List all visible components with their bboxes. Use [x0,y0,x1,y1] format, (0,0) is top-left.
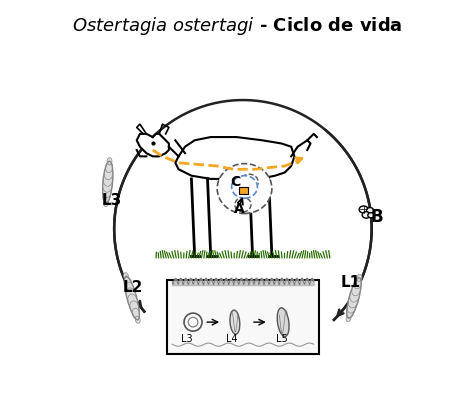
Text: L5: L5 [276,334,287,344]
Ellipse shape [346,315,351,322]
Ellipse shape [354,278,362,289]
Ellipse shape [125,282,134,295]
Polygon shape [137,134,169,156]
Ellipse shape [232,176,257,198]
Ellipse shape [107,158,112,165]
Text: L4: L4 [226,334,237,344]
Ellipse shape [235,197,251,212]
Ellipse shape [128,294,137,308]
Ellipse shape [346,307,354,318]
Ellipse shape [350,288,360,302]
Ellipse shape [368,213,374,218]
Ellipse shape [240,174,258,190]
Ellipse shape [124,273,128,280]
Ellipse shape [103,191,110,202]
Ellipse shape [217,163,272,214]
Ellipse shape [105,162,113,173]
Text: C: C [230,175,240,189]
Ellipse shape [46,177,66,194]
Ellipse shape [135,316,140,323]
Polygon shape [175,137,294,179]
Text: A: A [234,202,245,217]
Ellipse shape [126,288,136,302]
Ellipse shape [104,167,113,180]
Ellipse shape [366,208,374,213]
Polygon shape [169,140,185,160]
FancyBboxPatch shape [167,280,319,354]
Ellipse shape [348,294,358,308]
Ellipse shape [277,308,289,336]
Ellipse shape [362,212,370,218]
Ellipse shape [103,199,109,206]
Ellipse shape [230,310,240,334]
Ellipse shape [103,172,113,186]
Ellipse shape [103,178,112,192]
Text: B: B [370,208,383,227]
Ellipse shape [357,274,362,281]
Ellipse shape [124,277,131,288]
Ellipse shape [132,308,140,319]
Text: L3: L3 [101,193,121,208]
Ellipse shape [130,301,139,314]
Text: L1: L1 [341,275,361,290]
FancyBboxPatch shape [239,187,248,194]
Text: L2: L2 [122,280,143,295]
Text: L3: L3 [181,334,192,344]
Ellipse shape [102,184,111,198]
Ellipse shape [352,283,361,296]
Ellipse shape [359,206,368,213]
Text: $\it{Ostertagia\ ostertagi}$ - Ciclo de vida: $\it{Ostertagia\ ostertagi}$ - Ciclo de … [72,15,402,37]
Ellipse shape [347,300,356,313]
